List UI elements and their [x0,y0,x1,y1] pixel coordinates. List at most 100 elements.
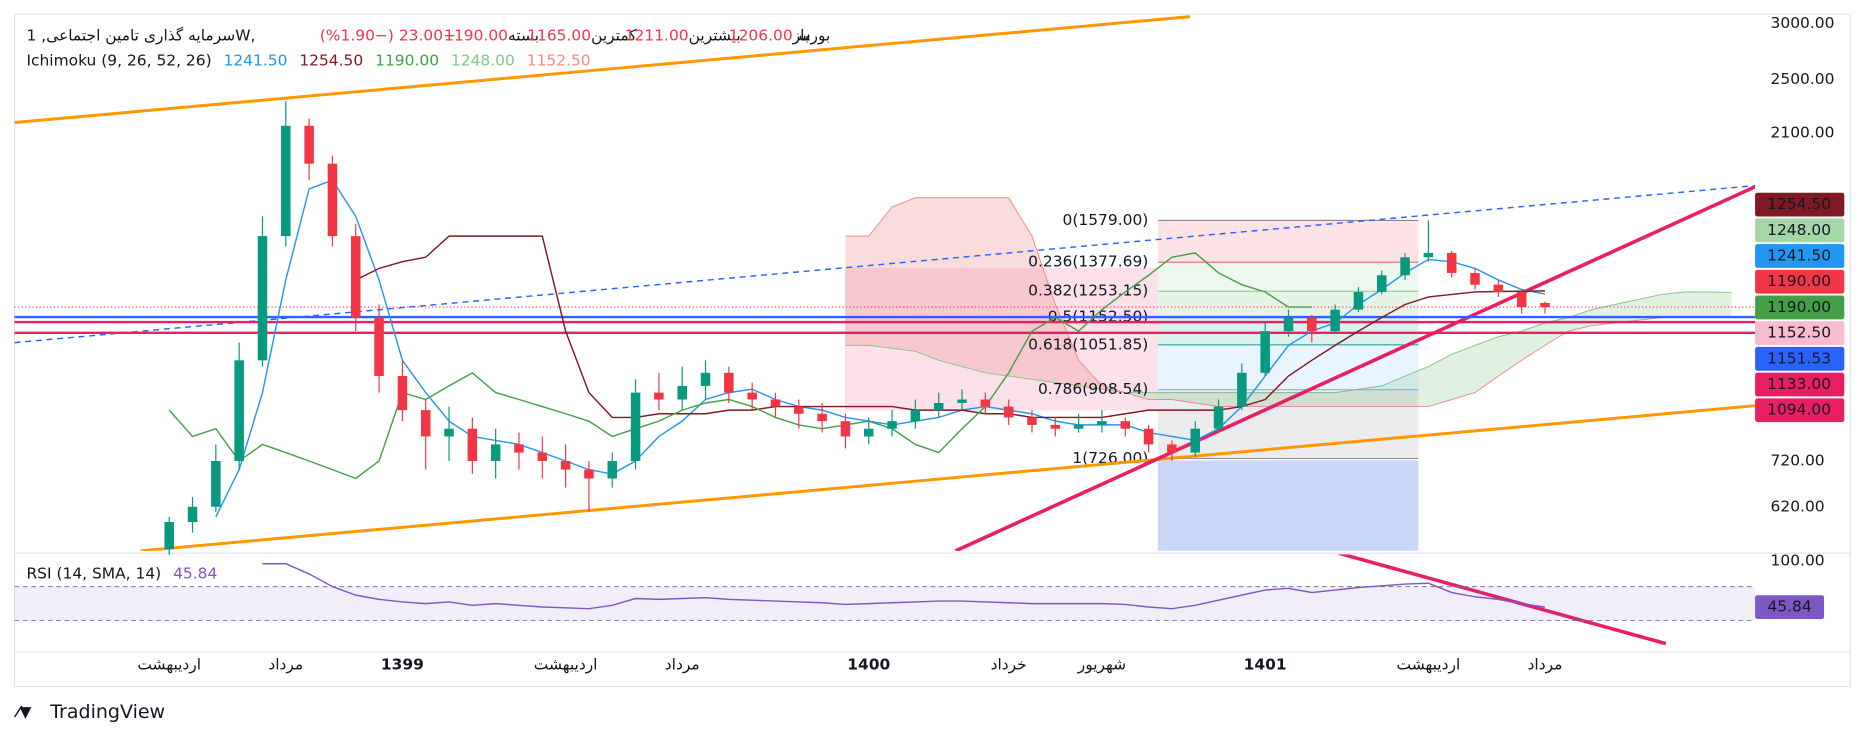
candle-body [327,163,338,237]
candle-body [1470,272,1480,285]
x-tick-label: شهریور [1077,656,1126,675]
rsi-pane [14,554,1756,646]
price-label-box [1755,372,1845,397]
y-tick-label: 2500.00 [1771,70,1835,88]
candle-body [350,236,361,318]
candle-body [1237,372,1247,407]
candle-body [257,236,268,361]
candle-body [420,410,431,437]
candle-body [490,444,501,461]
candle-body [957,399,967,404]
price-label-box [1755,321,1845,346]
y-tick-label: 720.00 [1771,451,1825,469]
candle-body [1446,252,1457,273]
candle-body [700,372,711,386]
candle-body [537,452,548,461]
candle-body [677,385,687,400]
ichimoku-line [168,252,1312,480]
cloud-segment [1451,345,1476,400]
legend-value: 1152.50 [527,51,591,69]
cloud-segment [1591,304,1615,326]
y-tick-label: 620.00 [1771,497,1825,515]
x-tick-label: 1400 [847,656,890,674]
candle-body [1353,291,1364,310]
cloud-segment [1171,392,1196,404]
candle-body [374,317,384,377]
candle-body [444,428,454,437]
cloud-segment [915,197,939,361]
axes: 3000.00 2500.00 2100.00 720.00 620.00 1254.50… [137,14,1845,675]
fib-extension [1157,460,1419,551]
cloud-segment [1031,236,1056,383]
cloud-segment [1055,304,1079,386]
candle-body [1540,302,1550,308]
candle-body [467,428,478,461]
x-tick-label: 1399 [381,656,424,674]
field-label: کمترین [591,26,637,44]
plot-over [14,101,1756,555]
candle-body [1423,252,1434,258]
cloud-segment [845,236,869,346]
candle-body [1027,417,1037,425]
rsi-value: 45.84 [173,564,217,582]
cloud-segment [985,197,1009,377]
candle-body [1213,406,1224,429]
cloud-segment [1335,389,1359,407]
cloud-segment [1405,366,1429,407]
rsi-title: RSI (14, SMA, 14) [26,564,161,582]
header-legend: سرمایه گذاری تامین اجتماعی, 1W, بورسباز1… [26,26,830,44]
candle-body [794,406,804,414]
candle-body [887,421,897,429]
fib-label: 0.618(1051.85) [1028,335,1148,353]
field-value: 1190.00 [444,26,508,44]
cloud-segment [1684,291,1709,318]
candle-body [514,444,524,453]
legend-value: 1190.00 [375,51,439,69]
candle-body [817,413,827,422]
price-label: 1094.00 [1767,401,1831,419]
fib-zone [1157,220,1419,263]
cloud-segment [1661,291,1685,318]
channel-lower [140,404,1756,551]
candle-body [211,460,221,507]
cloud-segment [1498,331,1522,377]
candle-body [1073,424,1084,429]
cloud-segment [1241,392,1266,407]
fib-label: 0.786(908.54) [1038,380,1148,398]
rsi-tick-label: 100.00 [1771,552,1825,570]
cloud-segment [1311,392,1336,407]
cloud-segment [962,197,986,373]
candle-body [1143,428,1154,445]
cloud-segment [1358,385,1382,407]
candle-body [980,399,991,407]
candle-body [234,360,244,461]
price-label: 1190.00 [1767,298,1831,316]
fib-zone [1157,262,1419,292]
candle-body [1283,317,1294,332]
ichimoku-title: Ichimoku (9, 26, 52, 26) [26,51,211,69]
x-tick-label: مرداد [1528,656,1563,674]
brand: TradingView [49,701,165,723]
price-label: 1254.50 [1767,195,1831,213]
rsi-line [262,563,1546,610]
x-tick-label: خرداد [991,656,1027,674]
candle-body [1120,421,1131,429]
candle-body [607,460,618,479]
candle-body [1050,424,1061,429]
x-tick-label: اردیبهشت [534,656,598,675]
candle-body [1377,275,1387,292]
cloud-segment [1708,291,1732,317]
fib-label: 0(1579.00) [1063,211,1149,229]
field-label: بیشترین [689,26,741,44]
candle-body [304,125,314,164]
candle-body [1097,421,1107,425]
x-tick-label: اردیبهشت [137,656,201,675]
price-label: 1190.00 [1767,272,1831,290]
field-value: 1165.00 [527,26,591,44]
price-label: 1241.50 [1767,247,1831,265]
price-label: 1151.53 [1767,349,1831,367]
x-tick-label: مرداد [268,656,303,674]
candle-body [187,506,198,522]
change: −23.00 (−1.90%) [320,26,456,44]
